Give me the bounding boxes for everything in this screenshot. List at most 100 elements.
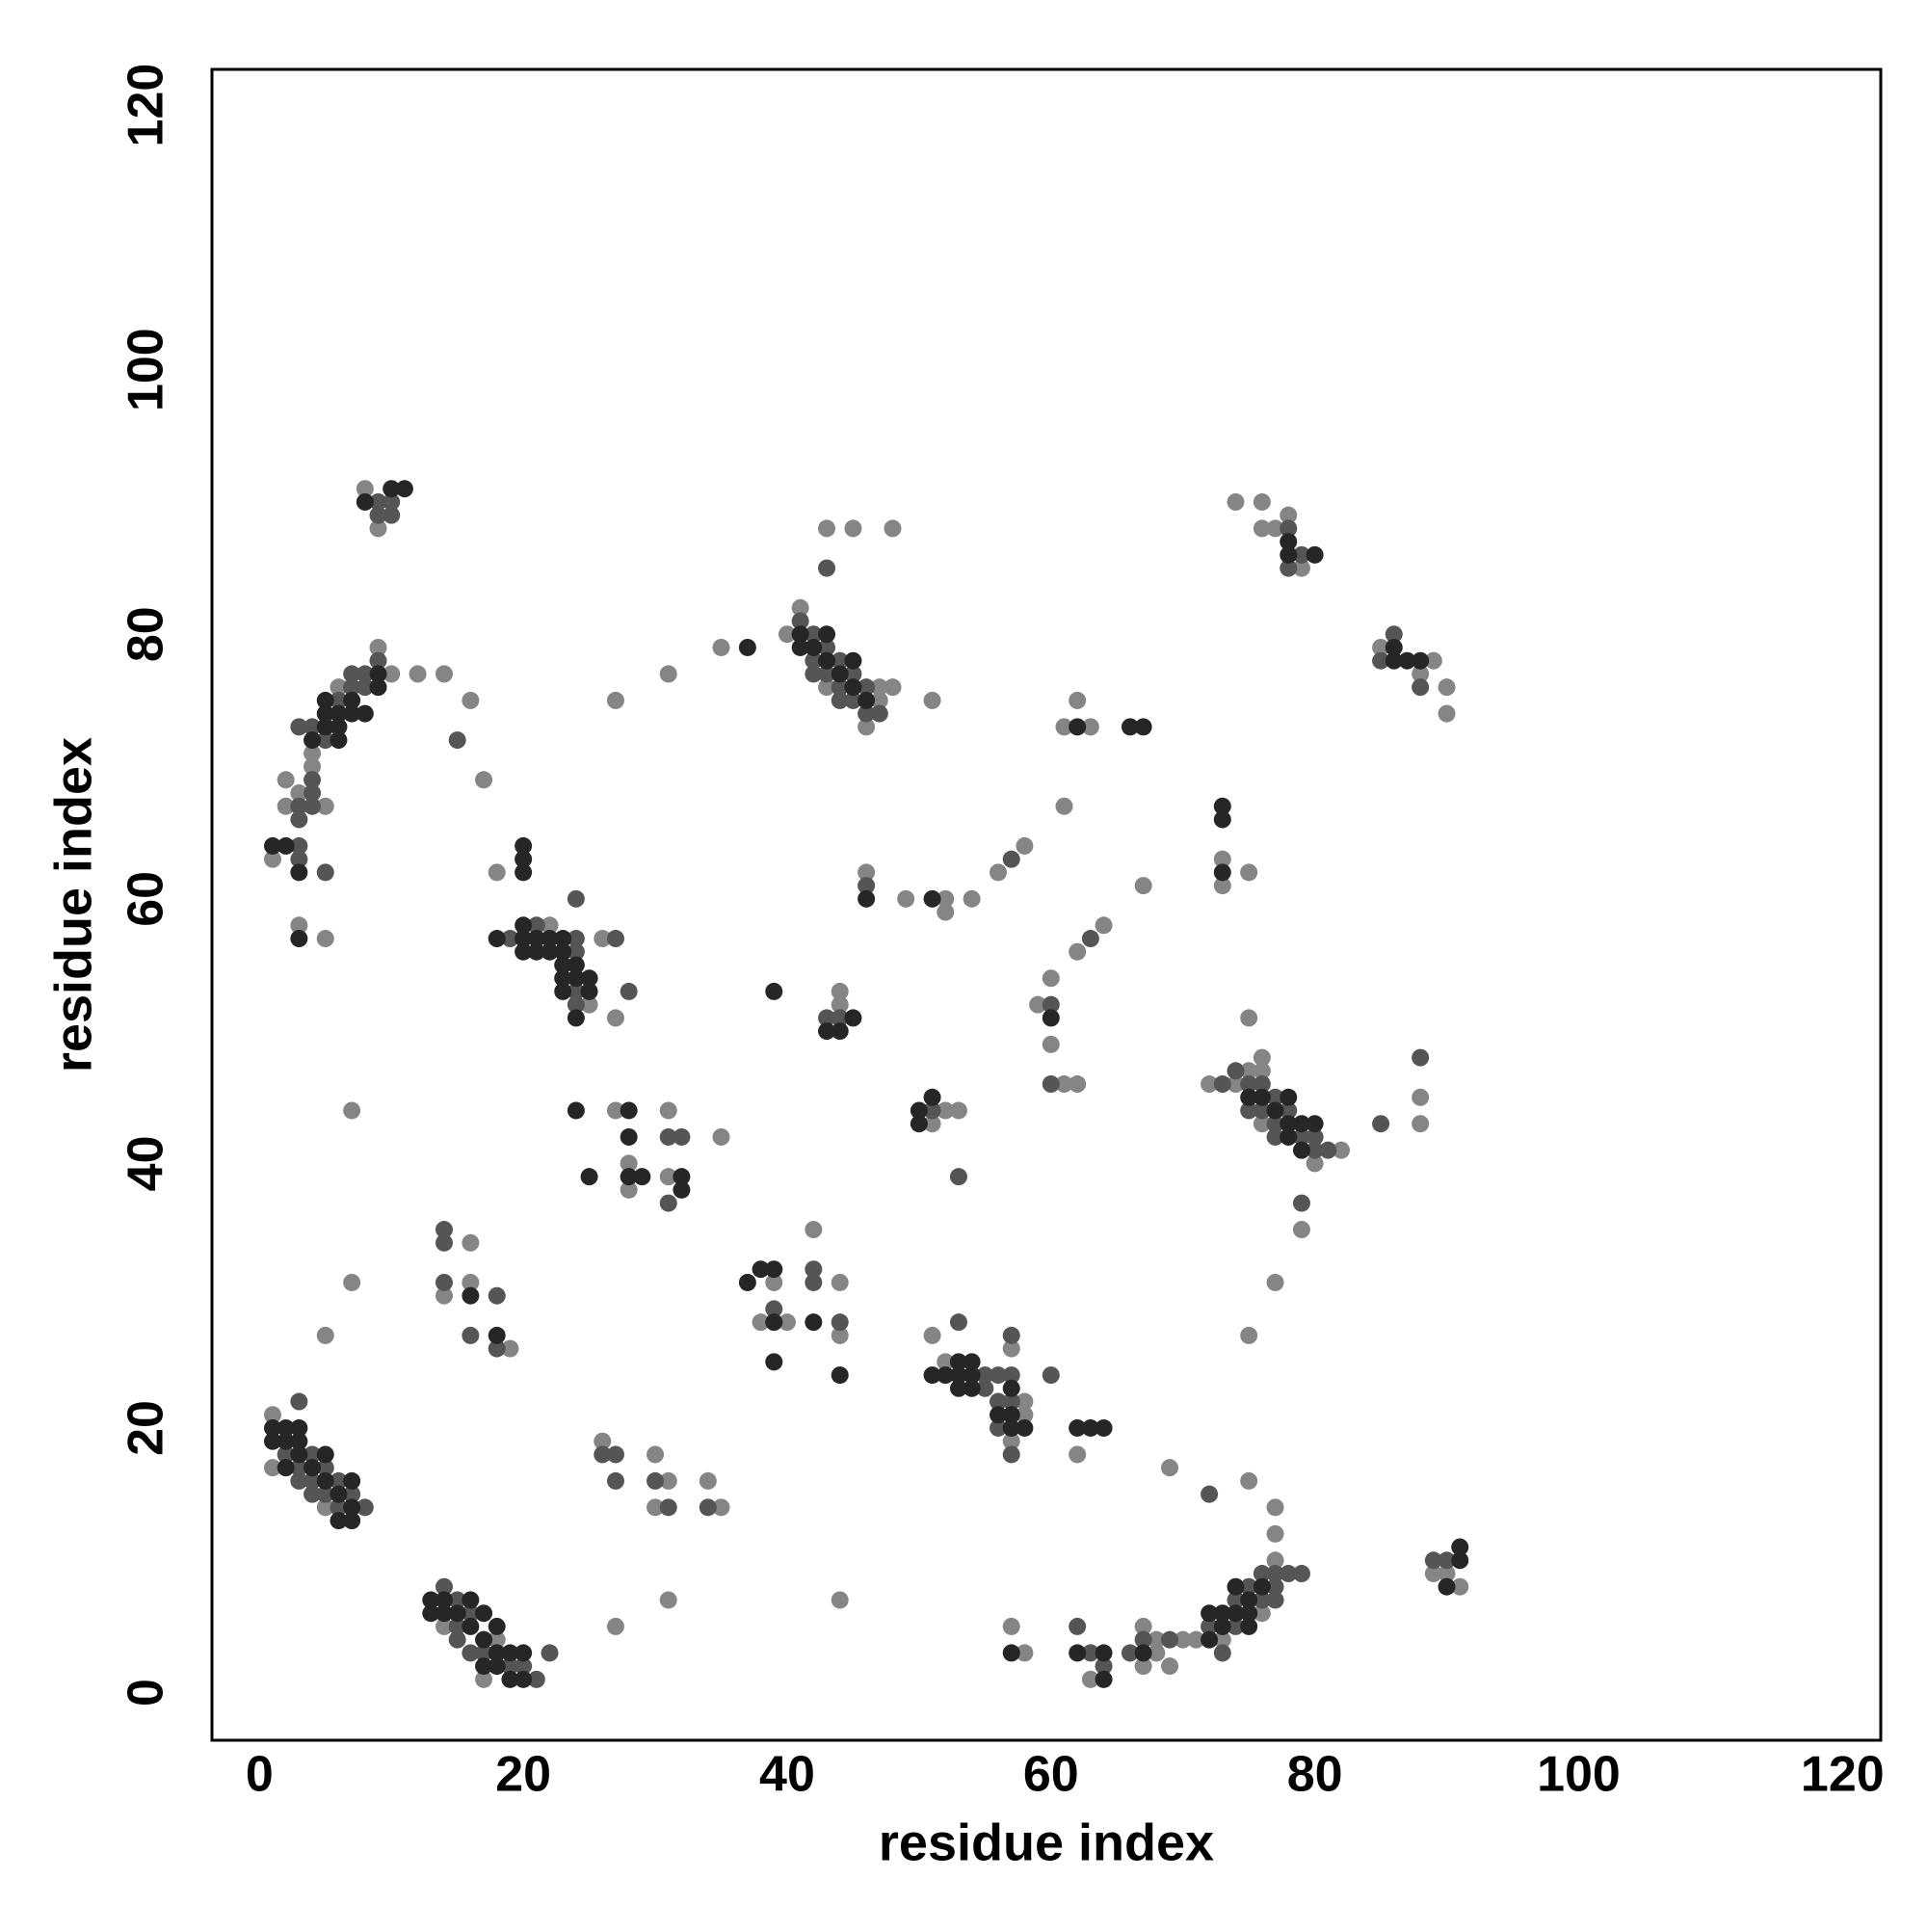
y-tick-label: 20 [119, 1400, 174, 1456]
point [1266, 1591, 1284, 1609]
point [1292, 1194, 1310, 1212]
point [1424, 651, 1442, 670]
point [488, 1339, 506, 1358]
y-tick-label: 60 [119, 871, 174, 927]
point [1174, 1630, 1192, 1649]
point [949, 1353, 967, 1371]
point [844, 1009, 862, 1027]
point [976, 1379, 994, 1397]
point [738, 1273, 756, 1291]
point [1424, 1565, 1442, 1583]
point [567, 995, 585, 1014]
point [290, 850, 308, 868]
point [1213, 863, 1231, 882]
point [1042, 1035, 1060, 1053]
point [1253, 1048, 1271, 1067]
point [277, 1459, 295, 1477]
point [1002, 1366, 1020, 1385]
point [567, 982, 585, 1000]
point [435, 665, 453, 683]
point [1227, 1075, 1245, 1094]
point [606, 1471, 624, 1490]
point [356, 1498, 374, 1517]
point [1292, 1115, 1310, 1133]
point [1372, 1115, 1390, 1133]
point [330, 1471, 348, 1490]
point [1081, 930, 1099, 948]
point [290, 1445, 308, 1464]
y-tick-label: 100 [119, 328, 174, 411]
point [1292, 559, 1310, 577]
point [673, 1168, 691, 1186]
point [290, 718, 308, 736]
point [330, 718, 348, 736]
point [343, 678, 361, 697]
point [963, 1379, 981, 1397]
point [462, 1273, 480, 1291]
point [818, 1022, 836, 1041]
point [1029, 995, 1047, 1014]
point [647, 1471, 665, 1490]
point [527, 1670, 545, 1688]
point [1240, 1009, 1258, 1027]
point [1055, 797, 1073, 815]
point [304, 757, 322, 776]
point [1253, 492, 1271, 511]
point [1016, 836, 1034, 855]
point [356, 704, 374, 723]
point [1201, 1604, 1219, 1623]
point [475, 771, 493, 789]
point [263, 1432, 281, 1450]
point [369, 638, 387, 656]
point [1438, 678, 1456, 697]
point [594, 930, 612, 948]
point [831, 1273, 849, 1291]
point [1227, 1577, 1245, 1596]
point [435, 1617, 453, 1635]
point [277, 1418, 295, 1437]
point [620, 1154, 638, 1173]
point [818, 638, 836, 656]
point [1081, 1418, 1099, 1437]
point [884, 678, 902, 697]
point [1095, 1657, 1113, 1676]
point [963, 889, 981, 908]
point [435, 1604, 453, 1623]
point [1240, 1604, 1258, 1623]
point [1306, 545, 1324, 564]
point [515, 863, 533, 882]
point [844, 691, 862, 709]
point [858, 863, 876, 882]
point [356, 480, 374, 498]
point [633, 1168, 651, 1186]
point [304, 1485, 322, 1503]
point [647, 1445, 665, 1464]
point [778, 625, 796, 644]
point [949, 1313, 967, 1332]
point [1161, 1630, 1179, 1649]
point [791, 638, 809, 656]
point [937, 1366, 955, 1385]
x-tick-label: 80 [1287, 1747, 1343, 1803]
point [515, 1657, 533, 1676]
point [369, 519, 387, 538]
point [858, 877, 876, 895]
point [1292, 1141, 1310, 1159]
point [949, 1168, 967, 1186]
point [1253, 1591, 1271, 1609]
point [462, 1617, 480, 1635]
point [870, 678, 888, 697]
point [316, 691, 334, 709]
point [527, 942, 545, 961]
point [369, 492, 387, 511]
point [1002, 1339, 1020, 1358]
point [1069, 1644, 1087, 1662]
point [831, 1366, 849, 1385]
point [818, 1009, 836, 1027]
point [316, 797, 334, 815]
point [383, 665, 401, 683]
point [1213, 1644, 1231, 1662]
point [475, 1657, 493, 1676]
point [1438, 1565, 1456, 1583]
point [1227, 1591, 1245, 1609]
